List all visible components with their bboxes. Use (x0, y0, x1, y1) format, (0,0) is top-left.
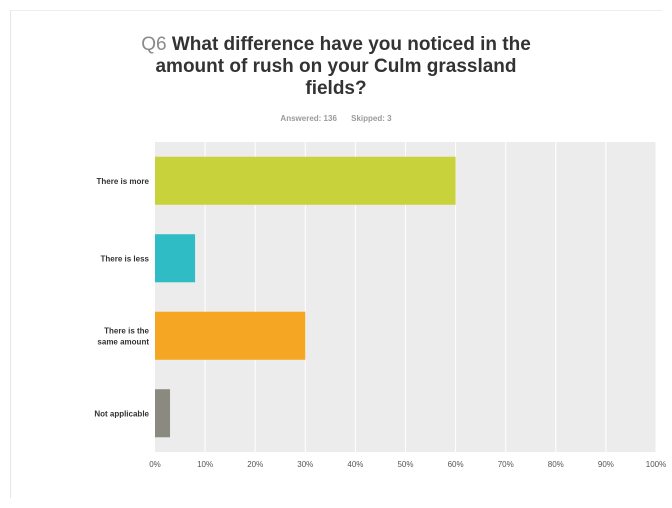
x-tick-label: 40% (347, 460, 363, 469)
question-number: Q6 (141, 34, 167, 55)
x-tick-label: 30% (297, 460, 313, 469)
title-line-2: amount of rush on your Culm grassland (155, 56, 517, 77)
x-tick-label: 90% (598, 460, 614, 469)
answered-count: Answered: 136 (280, 114, 337, 123)
x-tick-label: 50% (397, 460, 413, 469)
category-label: There is the (104, 326, 149, 335)
title-line-1: What difference have you noticed in the (171, 34, 531, 55)
category-label: There is less (101, 254, 150, 263)
x-tick-label: 60% (448, 460, 464, 469)
x-tick-label: 100% (646, 460, 666, 469)
chart-title: Q6 What difference have you noticed in t… (0, 34, 672, 100)
title-line-3: fields? (305, 78, 367, 99)
x-tick-label: 10% (197, 460, 213, 469)
x-tick-label: 70% (498, 460, 514, 469)
category-label: same amount (97, 337, 149, 346)
bar (155, 234, 196, 283)
x-tick-label: 0% (149, 460, 161, 469)
category-label: There is more (97, 177, 150, 186)
response-stats: Answered: 136 Skipped: 3 (0, 114, 672, 123)
category-label: Not applicable (94, 409, 149, 418)
x-tick-label: 80% (548, 460, 564, 469)
bar (155, 311, 306, 360)
skipped-count: Skipped: 3 (351, 114, 392, 123)
x-tick-label: 20% (247, 460, 263, 469)
chart-frame (10, 10, 662, 498)
bar (155, 156, 456, 205)
bar (155, 389, 171, 438)
